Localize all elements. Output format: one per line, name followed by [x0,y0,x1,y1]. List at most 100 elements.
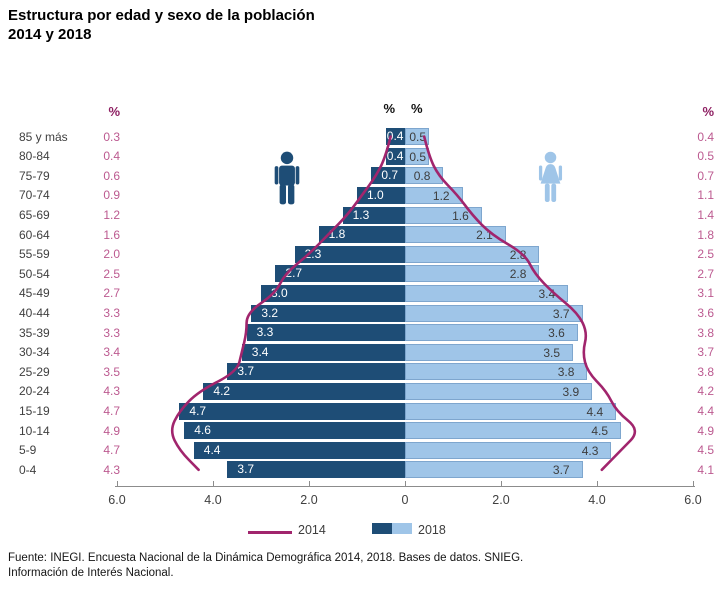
x-axis-tick [597,481,598,486]
pct-header-right: % [702,104,714,119]
bar-2018-male: 4.7 [179,402,405,420]
pct-2014-female: 3.6 [697,306,714,320]
legend-2018-male-swatch [372,523,392,534]
bar-2018-female: 2.8 [405,265,540,283]
pct-2014-male: 4.3 [103,462,120,477]
pct-2014-male: 3.3 [103,325,120,340]
age-group-label: 50-54 [19,266,50,281]
pct-2014-female: 4.2 [697,384,714,399]
age-group-label: 80-84 [19,149,50,164]
pct-2014-female: 2.5 [697,247,714,262]
age-group-label: 55-59 [19,247,50,262]
age-group-label: 0-4 [19,462,37,477]
bar-2018-female: 3.7 [405,304,583,322]
pct-header-center-female: % [411,101,423,116]
x-axis-tick-label: 4.0 [588,493,606,507]
x-axis-tick [405,481,406,486]
bar-2018-male: 3.7 [227,461,405,479]
pct-2014-male: 0.4 [103,149,120,164]
pct-2014-male: 2.0 [103,247,120,262]
legend-2018-label: 2018 [418,523,446,537]
bar-2018-female: 3.8 [405,363,588,381]
bar-2018-male: 4.2 [203,382,405,400]
pct-2014-female: 0.5 [697,149,714,164]
age-group-label: 60-64 [19,227,50,242]
pct-2014-male: 1.2 [103,208,120,222]
age-group-label: 45-49 [19,286,50,301]
bar-2018-female: 2.1 [405,226,506,244]
bar-2018-female: 3.5 [405,343,573,361]
age-group-label: 15-19 [19,404,50,418]
bar-2018-female: 3.4 [405,284,569,302]
pct-2014-female: 3.8 [697,364,714,379]
pct-2014-male: 3.4 [103,345,120,360]
bar-2018-male: 3.3 [246,324,405,342]
legend-2014-label: 2014 [298,523,326,537]
pct-2014-female: 0.4 [697,129,714,144]
pct-2014-female: 1.8 [697,227,714,242]
bar-2018-male: 3.2 [251,304,405,322]
pct-2014-male: 3.5 [103,364,120,379]
bar-2018-male: 3.0 [261,284,405,302]
bar-2018-female: 3.6 [405,324,578,342]
x-axis-tick-label: 6.0 [108,493,126,507]
x-axis-tick-label: 4.0 [204,493,222,507]
bar-2018-male: 4.6 [184,422,405,440]
pct-2014-male: 2.7 [103,286,120,301]
x-axis-tick [213,481,214,486]
bar-2018-female: 1.2 [405,186,463,204]
bar-2018-male: 2.7 [275,265,405,283]
bar-2018-female: 4.4 [405,402,617,420]
x-axis-tick [309,481,310,486]
age-group-label: 70-74 [19,188,50,203]
age-group-label: 20-24 [19,384,50,399]
pct-2014-female: 3.7 [697,345,714,360]
age-group-label: 65-69 [19,208,50,222]
bar-2018-male: 0.7 [371,167,405,185]
age-group-label: 30-34 [19,345,50,360]
pct-2014-female: 1.4 [697,208,714,222]
source-note: Fuente: INEGI. Encuesta Nacional de la D… [8,551,523,581]
age-group-label: 10-14 [19,423,50,438]
bar-2018-female: 3.7 [405,461,583,479]
x-axis-tick [501,481,502,486]
bar-2018-female: 0.5 [405,147,429,165]
pct-2014-male: 4.7 [103,443,120,458]
x-axis-tick [693,481,694,486]
age-group-label: 40-44 [19,306,50,320]
page-title: Estructura por edad y sexo de la poblaci… [8,6,315,44]
legend-2014-line-swatch [248,531,292,534]
age-group-label: 5-9 [19,443,37,458]
title-line-2: 2014 y 2018 [8,26,92,43]
x-axis-tick [117,481,118,486]
bar-2018-male: 4.4 [193,441,405,459]
pct-2014-female: 3.1 [697,286,714,301]
pct-2014-male: 4.7 [103,404,120,418]
age-group-label: 35-39 [19,325,50,340]
pct-2014-female: 2.7 [697,266,714,281]
bar-2018-male: 0.4 [385,128,405,146]
pct-2014-female: 1.1 [697,188,714,203]
pct-2014-male: 3.3 [103,306,120,320]
bar-2018-male: 3.7 [227,363,405,381]
x-axis-tick-label: 2.0 [492,493,510,507]
bar-2018-female: 0.5 [405,128,429,146]
pct-2014-female: 4.1 [697,462,714,477]
pct-2014-male: 4.3 [103,384,120,399]
legend-2018-female-swatch [392,523,412,534]
x-axis-tick-label: 0 [401,493,409,507]
source-line-1: Fuente: INEGI. Encuesta Nacional de la D… [8,552,524,564]
bar-2018-male: 2.3 [294,245,405,263]
pct-2014-female: 3.8 [697,325,714,340]
age-group-label: 25-29 [19,364,50,379]
pct-2014-male: 1.6 [103,227,120,242]
bar-2018-female: 2.8 [405,245,540,263]
pct-2014-male: 0.6 [103,168,120,183]
bar-2018-female: 4.3 [405,441,612,459]
age-group-label: 75-79 [19,168,50,183]
female-icon [538,151,563,203]
pct-2014-female: 4.9 [697,423,714,438]
bar-2018-female: 0.8 [405,167,444,185]
pct-2014-male: 0.9 [103,188,120,203]
